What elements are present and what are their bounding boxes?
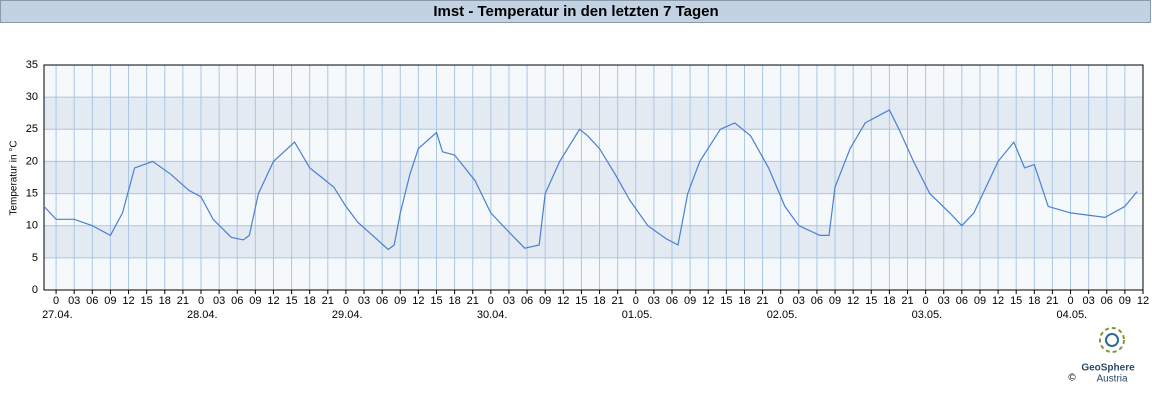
x-tick-label: 15 — [575, 295, 587, 307]
x-tick-label: 09 — [1119, 295, 1131, 307]
x-tick-label: 0 — [53, 295, 59, 307]
y-tick-label: 35 — [26, 59, 38, 71]
logo: GeoSphere Austria © — [1068, 327, 1135, 385]
date-label: 01.05. — [622, 309, 653, 321]
date-label: 27.04. — [42, 309, 73, 321]
date-label: 30.04. — [477, 309, 508, 321]
x-tick-label: 03 — [648, 295, 660, 307]
x-tick-label: 12 — [992, 295, 1004, 307]
title-bar — [0, 0, 1151, 23]
x-tick-label: 09 — [394, 295, 406, 307]
x-tick-label: 15 — [430, 295, 442, 307]
x-tick-label: 06 — [86, 295, 98, 307]
logo-name: GeoSphere — [1081, 363, 1135, 374]
temperature-line — [43, 109, 1138, 251]
x-tick-label: 09 — [249, 295, 261, 307]
date-label: 29.04. — [332, 309, 363, 321]
y-tick-label: 0 — [32, 284, 38, 296]
x-tick-label: 03 — [503, 295, 515, 307]
y-tick-label: 20 — [26, 155, 38, 167]
x-tick-label: 03 — [938, 295, 950, 307]
logo-icon-inner — [1105, 333, 1119, 347]
x-tick-label: 18 — [304, 295, 316, 307]
x-tick-label: 21 — [756, 295, 768, 307]
logo-icon — [1099, 327, 1125, 353]
logo-sub: Austria — [1096, 374, 1128, 385]
x-tick-label: 0 — [923, 295, 929, 307]
y-axis-label: Temperatur in °C — [9, 140, 20, 215]
x-tick-label: 21 — [322, 295, 334, 307]
band — [44, 225, 1143, 258]
date-label: 03.05. — [912, 309, 943, 321]
x-tick-label: 09 — [829, 295, 841, 307]
x-tick-label: 03 — [1083, 295, 1095, 307]
date-label: 28.04. — [187, 309, 218, 321]
x-tick-label: 0 — [633, 295, 639, 307]
x-tick-label: 21 — [177, 295, 189, 307]
copyright: © — [1068, 373, 1076, 384]
x-tick-label: 18 — [159, 295, 171, 307]
band — [44, 97, 1143, 130]
x-tick-label: 06 — [521, 295, 533, 307]
y-tick-label: 5 — [32, 252, 38, 264]
x-tick-label: 18 — [883, 295, 895, 307]
date-label: 02.05. — [767, 309, 798, 321]
x-tick-label: 21 — [612, 295, 624, 307]
x-tick-label: 18 — [1028, 295, 1040, 307]
x-tick-label: 03 — [213, 295, 225, 307]
chart-title: Imst - Temperatur in den letzten 7 Tagen — [433, 3, 718, 20]
x-tick-label: 18 — [593, 295, 605, 307]
date-label: 04.05. — [1057, 309, 1088, 321]
x-tick-label: 09 — [104, 295, 116, 307]
x-tick-label: 15 — [141, 295, 153, 307]
x-tick-label: 15 — [285, 295, 297, 307]
x-tick-label: 06 — [1101, 295, 1113, 307]
x-tick-label: 12 — [847, 295, 859, 307]
x-tick-label: 0 — [1067, 295, 1073, 307]
y-tick-label: 15 — [26, 187, 38, 199]
x-tick-label: 12 — [412, 295, 424, 307]
plot-border — [43, 64, 1144, 291]
x-tick-label: 12 — [702, 295, 714, 307]
x-tick-label: 0 — [778, 295, 784, 307]
x-tick-label: 21 — [901, 295, 913, 307]
x-tick-label: 12 — [122, 295, 134, 307]
y-tick-label: 10 — [26, 220, 38, 232]
x-tick-label: 09 — [974, 295, 986, 307]
band — [44, 161, 1143, 194]
x-tick-label: 21 — [1046, 295, 1058, 307]
x-tick-label: 18 — [738, 295, 750, 307]
x-tick-label: 09 — [684, 295, 696, 307]
x-tick-label: 15 — [1010, 295, 1022, 307]
x-tick-label: 12 — [267, 295, 279, 307]
x-tick-label: 06 — [956, 295, 968, 307]
x-tick-label: 15 — [865, 295, 877, 307]
x-tick-label: 06 — [376, 295, 388, 307]
x-tick-label: 06 — [231, 295, 243, 307]
x-tick-label: 03 — [358, 295, 370, 307]
x-tick-label: 21 — [467, 295, 479, 307]
x-tick-label: 0 — [198, 295, 204, 307]
x-tick-label: 06 — [666, 295, 678, 307]
x-tick-label: 18 — [448, 295, 460, 307]
x-tick-label: 0 — [488, 295, 494, 307]
x-tick-label: 03 — [68, 295, 80, 307]
y-tick-label: 25 — [26, 123, 38, 135]
x-tick-label: 15 — [720, 295, 732, 307]
x-tick-label: 12 — [557, 295, 569, 307]
x-tick-label: 03 — [793, 295, 805, 307]
x-tick-label: 09 — [539, 295, 551, 307]
x-tick-label: 06 — [811, 295, 823, 307]
x-tick-label: 0 — [343, 295, 349, 307]
x-tick-label: 12 — [1137, 295, 1149, 307]
y-tick-label: 30 — [26, 91, 38, 103]
